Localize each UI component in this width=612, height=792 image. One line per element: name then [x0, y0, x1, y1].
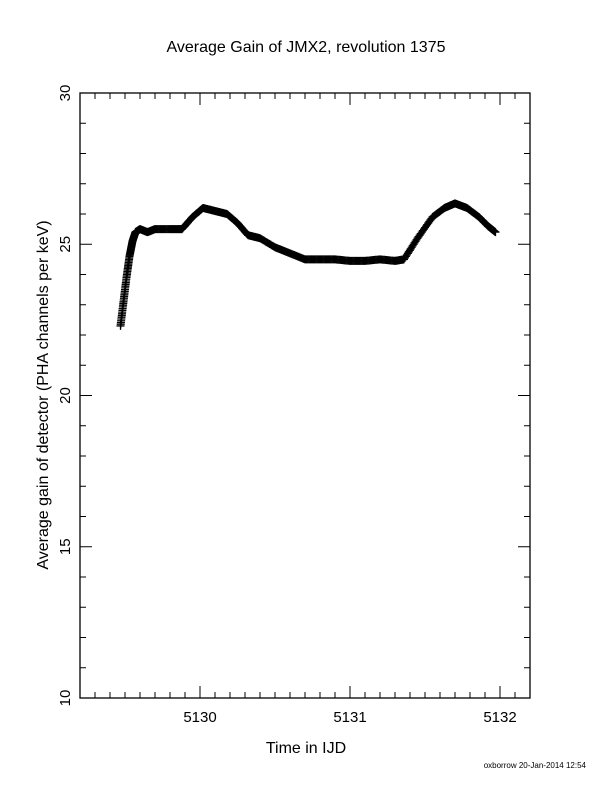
x-tick-label: 5131	[333, 709, 366, 726]
y-tick-label: 30	[57, 85, 74, 102]
x-tick-label: 5130	[183, 709, 216, 726]
x-tick-label: 5132	[483, 709, 516, 726]
y-tick-label: 10	[57, 690, 74, 707]
tick-labels: 5130 5131 5132 10 15 20 25 30	[57, 85, 517, 726]
axis-ticks	[79, 92, 531, 699]
plot-frame	[79, 92, 531, 699]
chart-title: Average Gain of JMX2, revolution 1375	[167, 39, 446, 56]
y-tick-label: 20	[57, 387, 74, 404]
data-points	[116, 199, 500, 330]
x-axis-label: Time in IJD	[266, 740, 346, 757]
data-point	[491, 228, 500, 237]
y-tick-label: 15	[57, 538, 74, 555]
y-axis-label: Average gain of detector (PHA channels p…	[35, 220, 52, 569]
y-tick-label: 25	[57, 236, 74, 253]
footer-credit: oxborrow 20-Jan-2014 12:54	[484, 761, 587, 770]
